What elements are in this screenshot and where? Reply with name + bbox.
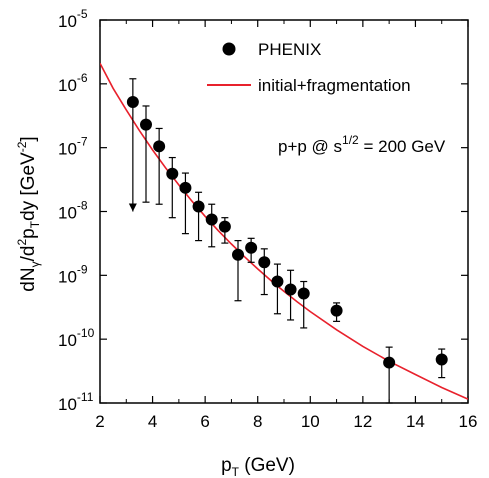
point-marker (179, 181, 192, 194)
data-point (218, 217, 231, 244)
series-line-initial-fragmentation (100, 62, 468, 400)
data-point (205, 203, 218, 248)
y-tick-label: 10-8 (58, 199, 88, 223)
legend-label-initial-fragmentation: initial+fragmentation (258, 76, 411, 95)
data-point (330, 302, 343, 322)
y-tick-label: 10-9 (58, 262, 88, 286)
point-marker (140, 118, 152, 131)
x-tick-label: 10 (301, 412, 320, 431)
point-marker (218, 220, 231, 233)
point-marker (205, 213, 218, 226)
data-point (153, 127, 166, 205)
x-tick-label: 4 (148, 412, 157, 431)
point-marker (435, 353, 448, 366)
legend-marker-phenix (222, 42, 236, 56)
data-point (179, 172, 192, 235)
legend: PHENIX initial+fragmentation (207, 40, 411, 95)
data-point (258, 248, 271, 296)
data-point (297, 280, 310, 329)
data-point (284, 269, 297, 321)
point-marker (245, 241, 258, 254)
data-point (166, 156, 179, 219)
y-tick-label: 10-5 (58, 7, 88, 31)
x-tick-label: 6 (200, 412, 209, 431)
point-marker (258, 256, 271, 269)
data-point (192, 191, 205, 242)
legend-label-phenix: PHENIX (258, 40, 321, 59)
y-tick-labels: 10-11 10-10 10-9 10-8 10-7 10-6 10-5 (58, 7, 95, 414)
y-tick-label: 10-7 (58, 135, 88, 159)
x-axis-title: pT (GeV) (221, 455, 295, 478)
upper-limit-arrow (128, 203, 137, 212)
point-marker (232, 248, 244, 261)
point-marker (153, 140, 166, 153)
point-marker (297, 287, 310, 300)
x-tick-label: 12 (353, 412, 372, 431)
point-marker (166, 167, 179, 180)
point-marker (271, 275, 284, 288)
point-marker (126, 95, 139, 108)
y-tick-label: 10-10 (58, 326, 95, 350)
point-marker (330, 304, 343, 317)
y-tick-label: 10-11 (58, 390, 94, 414)
x-tick-labels: 2 4 6 8 10 12 14 16 (95, 412, 477, 431)
data-point (435, 348, 448, 379)
annotation-collision: p+p @ s1/2 = 200 GeV (278, 133, 446, 156)
data-point (245, 237, 258, 263)
data-point (383, 346, 396, 404)
data-point (232, 240, 244, 302)
y-tick-label: 10-6 (58, 71, 88, 95)
data-point (126, 78, 139, 212)
series-points-phenix (126, 78, 448, 404)
data-point (140, 105, 152, 203)
point-marker (192, 200, 205, 213)
x-tick-label: 2 (95, 412, 104, 431)
axis-ticks (99, 19, 469, 404)
point-marker (383, 356, 396, 369)
y-axis-title: dNγ/d2pTdy [GeV-2] (15, 136, 42, 291)
point-marker (284, 283, 297, 296)
data-point (271, 263, 284, 315)
x-tick-label: 8 (253, 412, 262, 431)
x-tick-label: 16 (459, 412, 478, 431)
x-tick-label: 14 (406, 412, 425, 431)
